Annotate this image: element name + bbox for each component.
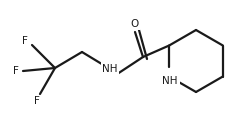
Text: F: F — [34, 96, 40, 106]
Text: NH: NH — [102, 64, 117, 74]
Text: F: F — [13, 66, 19, 76]
Text: NH: NH — [162, 77, 177, 86]
Text: O: O — [130, 19, 139, 29]
Text: F: F — [22, 36, 28, 46]
